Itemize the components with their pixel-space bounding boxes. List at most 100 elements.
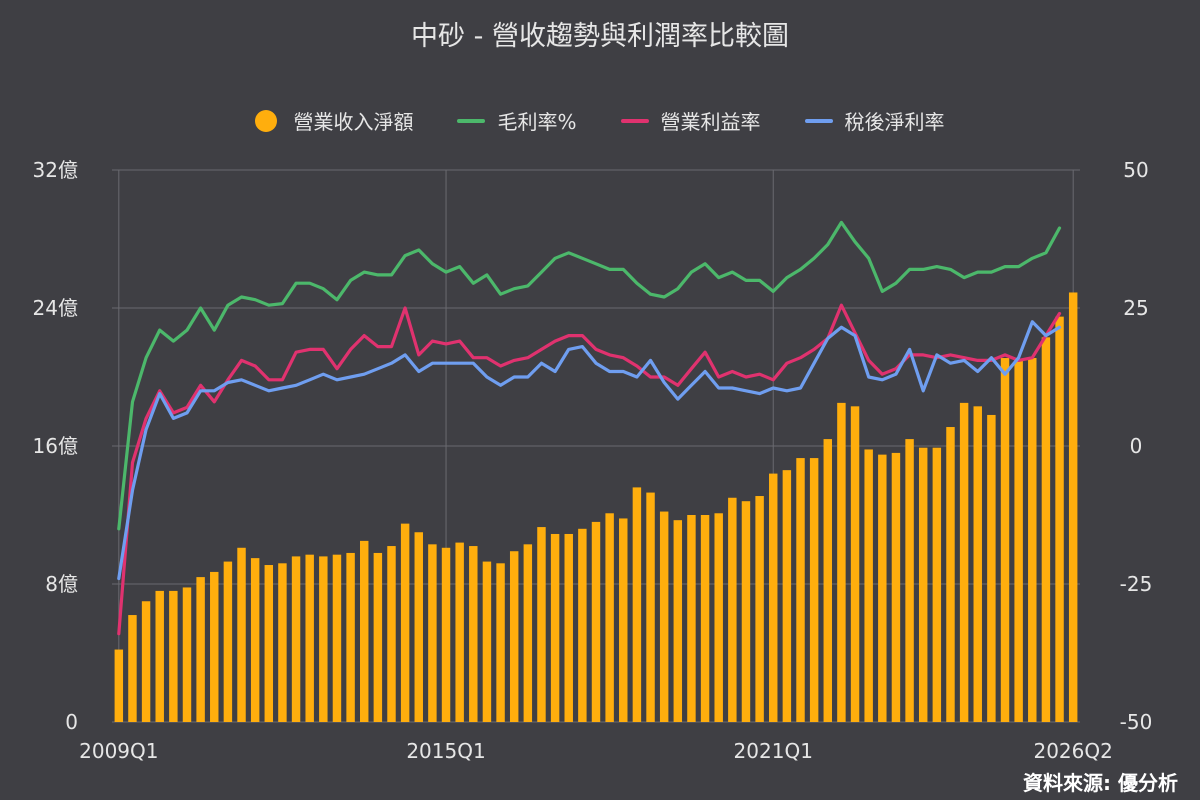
x-tick-label: 2026Q2: [1033, 739, 1112, 763]
y-left-tick-label: 32億: [33, 158, 78, 182]
line-gross-margin: [117, 220, 1062, 531]
bar-revenue: [700, 515, 710, 722]
legend-swatch-revenue: [255, 109, 278, 132]
legend-label-revenue: 營業收入淨額: [293, 110, 414, 134]
bar-revenue: [346, 552, 355, 722]
y-left-tick-label: 0: [65, 710, 78, 734]
y-right-tick-label: 25: [1123, 296, 1148, 320]
legend-swatch-operating-margin: [620, 118, 649, 123]
bar-revenue: [537, 527, 546, 722]
bar-revenue: [455, 542, 464, 722]
y-left-tick-label: 8億: [45, 572, 78, 596]
bar-revenue: [278, 563, 287, 722]
bar-revenue: [291, 556, 301, 722]
bar-revenue: [428, 544, 437, 722]
bar-revenue: [918, 447, 928, 722]
bar-revenue: [619, 518, 628, 722]
bar-revenue: [237, 547, 246, 722]
bar-revenue: [210, 571, 219, 722]
bar-revenue: [373, 552, 383, 722]
bar-revenue: [741, 501, 751, 722]
y-right-tick-label: 50: [1123, 158, 1148, 182]
bar-revenue: [769, 473, 778, 722]
bar-revenue: [864, 449, 873, 722]
bar-revenue: [905, 439, 914, 722]
bar-revenue: [155, 590, 164, 722]
legend-label-operating-margin: 營業利益率: [660, 110, 761, 134]
bar-revenue: [250, 558, 260, 722]
bar-revenue: [550, 533, 560, 722]
bar-revenue: [482, 561, 492, 722]
bar-revenue: [605, 513, 614, 722]
legend-item-net-margin[interactable]: 稅後淨利率: [804, 106, 945, 135]
bar-revenue: [305, 554, 314, 722]
bar-revenue: [591, 521, 601, 722]
bar-revenue: [987, 414, 996, 722]
bar-revenue: [632, 487, 642, 722]
bar-revenue: [796, 458, 805, 722]
bar-revenue: [1028, 358, 1037, 722]
x-tick-label: 2009Q1: [79, 739, 158, 763]
bar-revenue: [169, 590, 178, 722]
chart-title: 中砂 - 營收趨勢與利潤率比較圖: [411, 21, 789, 52]
bar-revenue: [959, 402, 969, 722]
bar-revenue: [782, 470, 792, 722]
bar-revenue: [578, 528, 587, 722]
bar-revenue: [1014, 359, 1023, 722]
bar-revenue: [264, 565, 274, 722]
bar-revenue: [1068, 292, 1078, 722]
bar-revenue: [196, 577, 205, 722]
bar-revenue: [400, 523, 410, 722]
bar-revenue: [687, 515, 696, 722]
bar-revenue: [523, 544, 533, 722]
bar-revenue: [319, 556, 328, 722]
legend-item-gross-margin[interactable]: 毛利率%: [457, 106, 577, 135]
bar-revenue: [714, 513, 723, 722]
x-tick-label: 2021Q1: [734, 739, 813, 763]
bar-revenue: [973, 406, 982, 722]
bar-revenue: [332, 554, 342, 722]
bar-revenue: [114, 649, 124, 722]
bar-revenue: [387, 546, 396, 722]
legend-swatch-gross-margin: [457, 118, 486, 123]
bar-revenue: [1055, 316, 1064, 722]
x-tick-label: 2015Q1: [406, 739, 485, 763]
bar-revenue: [659, 511, 669, 722]
bar-revenue: [1041, 337, 1051, 722]
legend-label-gross-margin: 毛利率%: [497, 110, 577, 134]
bar-revenue: [646, 492, 655, 722]
bar-revenue: [823, 439, 833, 722]
legend-item-operating-margin[interactable]: 營業利益率: [620, 106, 761, 135]
legend-label-net-margin: 稅後淨利率: [844, 110, 945, 134]
legend: 營業收入淨額 毛利率% 營業利益率 稅後淨利率: [0, 106, 1200, 135]
bar-revenue: [1000, 358, 1010, 722]
bar-revenue: [728, 497, 737, 722]
y-left-tick-label: 24億: [33, 296, 78, 320]
legend-item-revenue[interactable]: 營業收入淨額: [255, 106, 413, 135]
bar-revenue: [182, 587, 192, 722]
bar-revenue: [946, 427, 955, 722]
y-right-tick-label: -50: [1120, 710, 1153, 734]
bar-revenue: [891, 452, 901, 722]
bar-revenue: [141, 601, 151, 722]
line-net-margin: [117, 320, 1062, 581]
y-right-tick-label: -25: [1120, 572, 1153, 596]
bar-revenue: [509, 551, 519, 722]
bar-revenue: [359, 540, 369, 722]
bar-revenue: [809, 458, 819, 722]
bar-revenue: [932, 447, 942, 722]
bar-revenue: [850, 406, 860, 722]
y-right-tick-label: 0: [1130, 434, 1143, 458]
legend-swatch-net-margin: [804, 118, 833, 123]
bar-revenue: [128, 615, 137, 722]
bar-revenue: [755, 496, 764, 722]
bar-revenue: [469, 546, 478, 722]
bar-revenue: [878, 454, 887, 722]
bar-revenue: [441, 547, 451, 722]
source-note: 資料來源: 優分析: [1023, 771, 1178, 795]
bar-revenue: [673, 520, 683, 722]
bar-revenue: [837, 402, 846, 722]
bar-revenue: [496, 563, 505, 722]
bar-revenue: [223, 561, 233, 722]
